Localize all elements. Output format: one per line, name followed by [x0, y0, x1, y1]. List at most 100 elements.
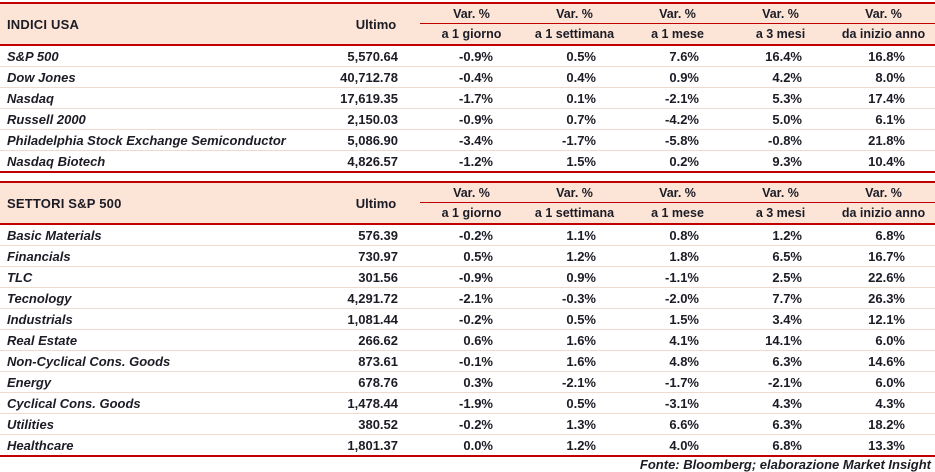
column-header-var: Var. % a 1 mese [626, 4, 729, 44]
ultimo-value: 301.56 [358, 269, 398, 285]
row-name: Philadelphia Stock Exchange Semiconducto… [7, 132, 286, 148]
ultimo-value: 1,801.37 [347, 437, 398, 453]
var-percent-label: Var. % [832, 4, 935, 24]
var-3month-value: 9.3% [772, 153, 802, 169]
var-period-label: a 1 settimana [534, 206, 615, 220]
var-1week-value: 0.5% [566, 48, 596, 64]
indices-usa-header: INDICI USA Ultimo Var. % a 1 giorno Var.… [0, 2, 935, 46]
ultimo-value: 1,478.44 [347, 395, 398, 411]
table-row: Financials 730.97 0.5% 1.2% 1.8% 6.5% 16… [0, 246, 935, 267]
var-1month-value: 1.5% [669, 311, 699, 327]
table-row: Nasdaq 17,619.35 -1.7% 0.1% -2.1% 5.3% 1… [0, 88, 935, 109]
var-percent-label: Var. % [626, 183, 729, 203]
table-row: Non-Cyclical Cons. Goods 873.61 -0.1% 1.… [0, 351, 935, 372]
var-1day-value: -0.1% [459, 353, 493, 369]
var-3month-value: 4.2% [772, 69, 802, 85]
var-ytd-value: 16.7% [868, 248, 905, 264]
var-1week-value: 1.2% [566, 248, 596, 264]
ultimo-value: 2,150.03 [347, 111, 398, 127]
var-1day-value: 0.3% [463, 374, 493, 390]
var-period-label: a 1 settimana [534, 27, 615, 41]
table-row: Russell 2000 2,150.03 -0.9% 0.7% -4.2% 5… [0, 109, 935, 130]
var-1week-value: -0.3% [562, 290, 596, 306]
var-1month-value: -1.7% [665, 374, 699, 390]
indices-usa-body: S&P 500 5,570.64 -0.9% 0.5% 7.6% 16.4% 1… [0, 46, 935, 173]
var-period-label: a 1 mese [651, 206, 704, 220]
var-percent-label: Var. % [523, 183, 626, 203]
var-period-label: a 1 giorno [441, 27, 502, 41]
var-ytd-value: 16.8% [868, 48, 905, 64]
var-percent-label: Var. % [626, 4, 729, 24]
row-name: TLC [7, 269, 33, 285]
var-ytd-value: 12.1% [868, 311, 905, 327]
ultimo-value: 380.52 [358, 416, 398, 432]
var-percent-label: Var. % [420, 4, 523, 24]
var-1week-value: 1.3% [566, 416, 596, 432]
var-1month-value: 7.6% [669, 48, 699, 64]
var-period-label: a 3 mesi [755, 206, 806, 220]
var-1week-value: 0.7% [566, 111, 596, 127]
var-ytd-value: 6.0% [875, 332, 905, 348]
var-3month-value: 6.3% [772, 353, 802, 369]
var-1month-value: -2.0% [665, 290, 699, 306]
table-row: Real Estate 266.62 0.6% 1.6% 4.1% 14.1% … [0, 330, 935, 351]
var-1day-value: -3.4% [459, 132, 493, 148]
var-1day-value: -2.1% [459, 290, 493, 306]
row-name: Healthcare [7, 437, 74, 453]
var-3month-value: 1.2% [772, 227, 802, 243]
var-1month-value: 1.8% [669, 248, 699, 264]
var-1month-value: 0.9% [669, 69, 699, 85]
var-percent-label: Var. % [729, 4, 832, 24]
ultimo-value: 17,619.35 [340, 90, 398, 106]
row-name: Financials [7, 248, 71, 264]
table-row: TLC 301.56 -0.9% 0.9% -1.1% 2.5% 22.6% [0, 267, 935, 288]
var-1day-value: -1.7% [459, 90, 493, 106]
sectors-sp500-table: SETTORI S&P 500 Ultimo Var. % a 1 giorno… [0, 181, 935, 457]
var-1week-value: 0.5% [566, 395, 596, 411]
var-3month-value: 14.1% [765, 332, 802, 348]
table-row: Basic Materials 576.39 -0.2% 1.1% 0.8% 1… [0, 225, 935, 246]
var-ytd-value: 6.8% [875, 227, 905, 243]
column-header-var: Var. % da inizio anno [832, 183, 935, 223]
row-name: Real Estate [7, 332, 78, 348]
var-1week-value: 1.6% [566, 332, 596, 348]
table-title-indici-usa: INDICI USA [7, 16, 80, 32]
column-header-ultimo: Ultimo [355, 16, 397, 32]
var-3month-value: 4.3% [772, 395, 802, 411]
row-name: Tecnology [7, 290, 72, 306]
table-row: Industrials 1,081.44 -0.2% 0.5% 1.5% 3.4… [0, 309, 935, 330]
var-1day-value: -0.9% [459, 48, 493, 64]
sectors-sp500-body: Basic Materials 576.39 -0.2% 1.1% 0.8% 1… [0, 225, 935, 457]
var-3month-value: 5.3% [772, 90, 802, 106]
row-name: Non-Cyclical Cons. Goods [7, 353, 171, 369]
var-1month-value: 0.2% [669, 153, 699, 169]
var-1week-value: 0.1% [566, 90, 596, 106]
table-row: Cyclical Cons. Goods 1,478.44 -1.9% 0.5%… [0, 393, 935, 414]
row-name: Energy [7, 374, 52, 390]
var-percent-label: Var. % [729, 183, 832, 203]
var-3month-value: 2.5% [772, 269, 802, 285]
row-name: Industrials [7, 311, 73, 327]
row-name: Cyclical Cons. Goods [7, 395, 141, 411]
var-period-label: a 1 giorno [441, 206, 502, 220]
var-1month-value: -2.1% [665, 90, 699, 106]
var-1month-value: -5.8% [665, 132, 699, 148]
column-header-var: Var. % a 3 mesi [729, 183, 832, 223]
var-3month-value: 16.4% [765, 48, 802, 64]
column-header-var: Var. % a 1 settimana [523, 4, 626, 44]
var-1week-value: 0.5% [566, 311, 596, 327]
var-ytd-value: 22.6% [868, 269, 905, 285]
ultimo-value: 5,570.64 [347, 48, 398, 64]
var-period-label: da inizio anno [841, 27, 926, 41]
var-1week-value: -1.7% [562, 132, 596, 148]
column-header-var: Var. % a 1 mese [626, 183, 729, 223]
var-1day-value: -1.2% [459, 153, 493, 169]
table-row: Philadelphia Stock Exchange Semiconducto… [0, 130, 935, 151]
row-name: S&P 500 [7, 48, 59, 64]
var-ytd-value: 21.8% [868, 132, 905, 148]
ultimo-value: 576.39 [358, 227, 398, 243]
var-1day-value: -0.9% [459, 269, 493, 285]
var-period-label: a 1 mese [651, 27, 704, 41]
ultimo-value: 40,712.78 [340, 69, 398, 85]
